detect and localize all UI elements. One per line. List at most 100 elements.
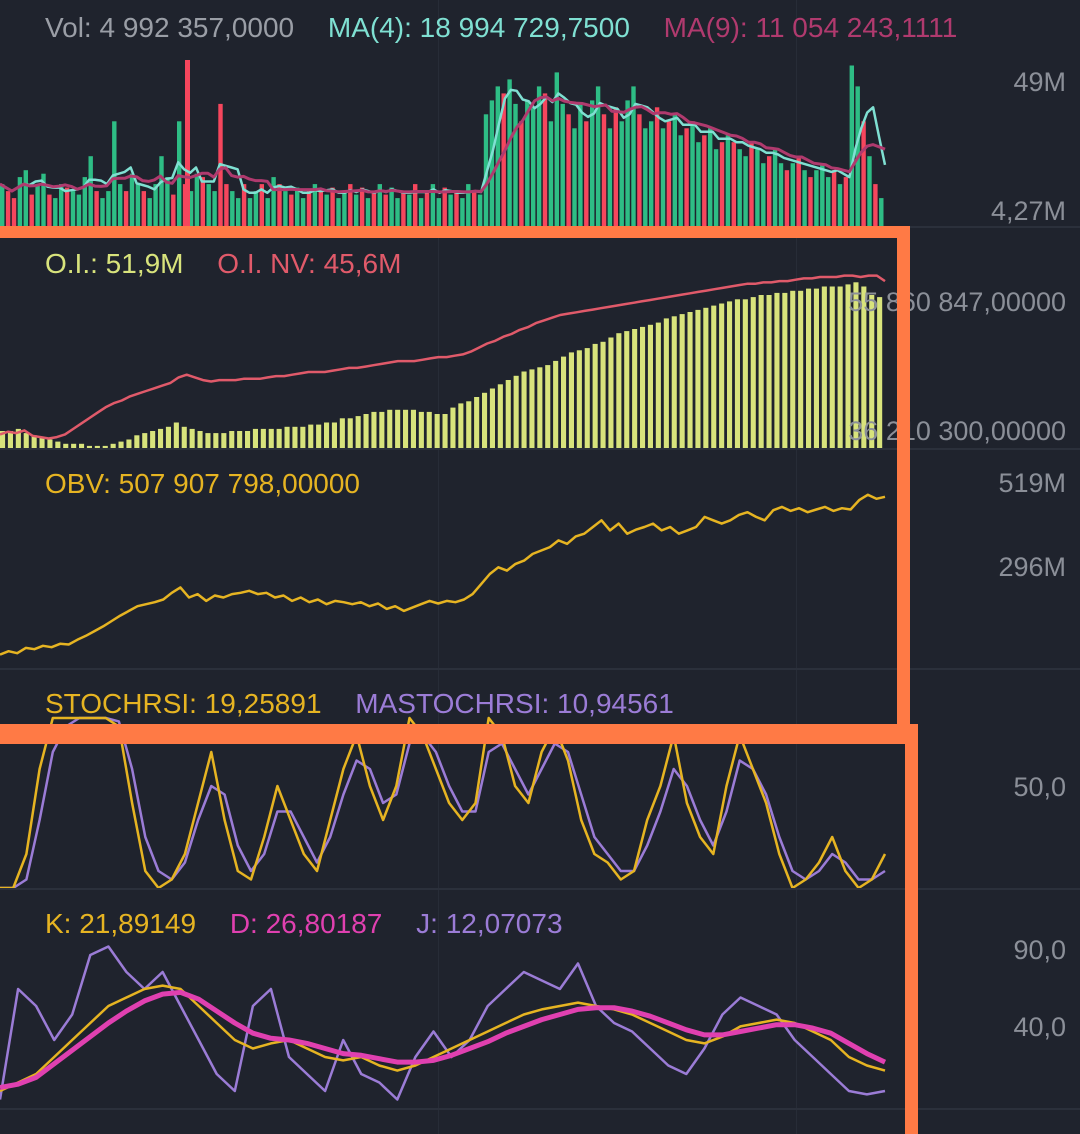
volume-bar	[808, 177, 813, 226]
volume-bar	[5, 191, 11, 226]
oi-bar	[316, 424, 322, 448]
volume-bar	[123, 191, 129, 226]
oi-bar	[742, 299, 748, 448]
volume-bar	[713, 149, 719, 226]
volume-bar	[761, 163, 766, 226]
volume-bar	[542, 93, 548, 226]
oi-bar	[489, 388, 495, 448]
volume-bar	[448, 194, 453, 226]
volume-bar	[430, 184, 436, 226]
volume-bar	[47, 194, 52, 226]
oi-bar	[387, 409, 393, 448]
oi-bar	[260, 428, 266, 448]
volume-bar	[719, 142, 725, 226]
volume-bar	[342, 191, 347, 226]
oi-bar	[86, 445, 92, 448]
j-value: J: 12,07073	[416, 908, 563, 939]
volume-bar	[472, 191, 477, 226]
volume-bar	[519, 121, 524, 226]
oi-bar	[39, 437, 45, 448]
volume-bar	[141, 191, 146, 226]
oi-bar	[719, 303, 725, 448]
oi-bar	[434, 414, 440, 448]
volume-chart[interactable]	[0, 0, 1080, 226]
volume-bar	[708, 128, 713, 226]
oi-bar	[324, 422, 330, 448]
oi-bar	[229, 431, 235, 448]
volume-bar	[383, 194, 388, 226]
oi-bar	[118, 441, 124, 448]
oi-bar	[727, 301, 733, 448]
volume-bar	[737, 149, 742, 226]
oi-bar	[561, 356, 567, 448]
oi-bar	[679, 314, 685, 448]
volume-bar	[277, 184, 282, 226]
oi-bar	[774, 292, 780, 448]
volume-bar	[171, 194, 176, 226]
oinv-line	[0, 274, 886, 440]
volume-bar	[318, 191, 323, 226]
oi-bar	[110, 443, 116, 448]
volume-bar	[454, 191, 459, 226]
volume-bar	[41, 173, 46, 226]
volume-bar	[159, 156, 164, 226]
kdj-axis-mid: 40,0	[1013, 1012, 1066, 1042]
oi-bar	[695, 309, 701, 448]
volume-bar	[731, 142, 736, 226]
oi-bar	[513, 375, 519, 448]
oi-bar	[395, 409, 401, 448]
volume-bar	[401, 191, 406, 226]
oi-bar	[458, 403, 464, 448]
oi-bar	[55, 441, 61, 448]
oi-bar	[23, 433, 29, 448]
oi-bar	[245, 431, 251, 448]
oi-bar	[568, 352, 574, 448]
obv-chart[interactable]	[0, 450, 1080, 668]
oi-bar	[410, 409, 416, 448]
volume-bar	[413, 184, 418, 226]
volume-bar	[796, 156, 801, 226]
volume-bar	[289, 194, 294, 226]
volume-bar	[548, 121, 554, 226]
open-interest-chart[interactable]	[0, 228, 1080, 448]
oi-bar	[7, 431, 13, 448]
kdj-chart[interactable]	[0, 890, 1080, 1108]
oi-bar	[0, 431, 6, 448]
kdj-legend: K: 21,89149 D: 26,80187 J: 12,07073	[45, 908, 589, 940]
oi-bar	[142, 433, 148, 448]
oi-bar	[821, 286, 827, 448]
volume-bar	[584, 121, 589, 226]
volume-bar	[106, 191, 111, 226]
oi-bar	[853, 282, 859, 448]
oi-bar	[640, 326, 646, 448]
volume-bar	[477, 194, 483, 226]
oi-bar	[632, 329, 638, 448]
obv-panel: OBV: 507 907 798,00000 519M 296M	[0, 450, 1080, 668]
volume-bar	[29, 194, 34, 226]
d-line	[0, 989, 887, 1091]
volume-bar	[649, 121, 654, 226]
volume-bar	[743, 156, 748, 226]
oi-bar	[134, 435, 140, 448]
mastochrsi-value: MASTOCHRSI: 10,94561	[355, 688, 674, 719]
volume-bar	[495, 86, 500, 226]
volume-bar	[129, 173, 135, 226]
obv-value: OBV: 507 907 798,00000	[45, 468, 360, 499]
volume-bar	[118, 184, 123, 226]
volume-legend: Vol: 4 992 357,0000 MA(4): 18 994 729,75…	[45, 12, 983, 44]
volume-bar	[165, 177, 170, 226]
volume-bar	[684, 128, 689, 226]
volume-bar	[365, 198, 371, 226]
volume-axis-bottom: 4,27M	[990, 196, 1066, 226]
oi-bar	[624, 331, 630, 448]
volume-bar	[283, 191, 288, 226]
volume-bar	[418, 198, 424, 226]
oi-bar	[837, 286, 843, 448]
kdj-panel: K: 21,89149 D: 26,80187 J: 12,07073 90,0…	[0, 890, 1080, 1108]
oi-bar	[655, 322, 661, 448]
volume-bar	[194, 173, 200, 226]
volume-bar	[767, 156, 772, 226]
volume-bar	[672, 114, 677, 226]
volume-bar	[407, 194, 412, 226]
stochrsi-panel: STOCHRSI: 19,25891 MASTOCHRSI: 10,94561 …	[0, 670, 1080, 888]
